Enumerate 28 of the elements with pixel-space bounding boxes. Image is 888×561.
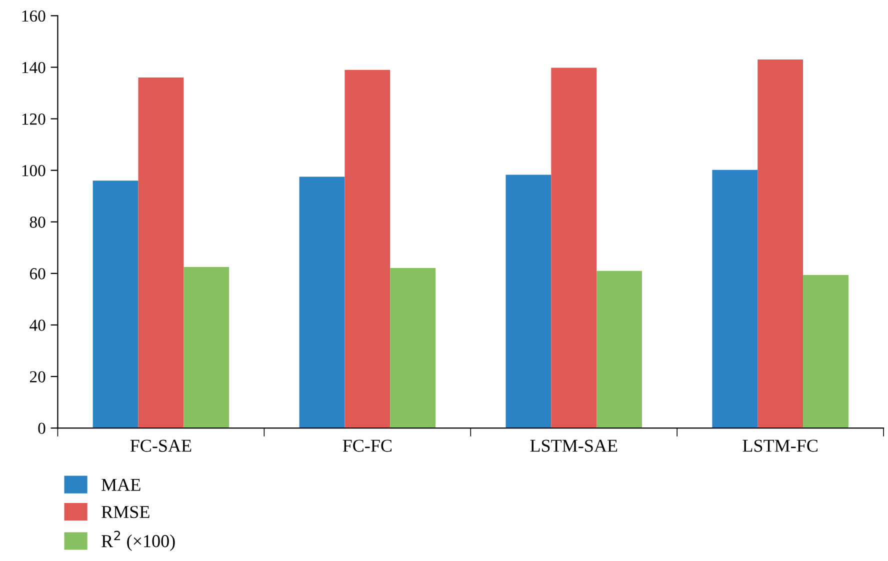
x-tick-label: LSTM-FC <box>742 440 818 452</box>
y-tick-label: 140 <box>22 62 46 74</box>
bar <box>92 180 138 428</box>
bar <box>506 174 552 428</box>
y-tick-label: 80 <box>30 216 46 228</box>
bar <box>299 176 345 428</box>
y-tick-label: 20 <box>30 371 46 382</box>
y-tick-label: 100 <box>22 165 46 176</box>
y-tick-label: 60 <box>30 268 46 280</box>
x-tick-label: LSTM-SAE <box>530 440 618 452</box>
bar <box>344 70 390 428</box>
bar <box>138 78 184 428</box>
legend-label: RMSE <box>102 506 150 518</box>
x-tick-label: FC-FC <box>342 440 392 452</box>
bar <box>712 170 758 428</box>
x-tick-label: FC-SAE <box>130 440 192 452</box>
y-tick-label: 0 <box>38 422 46 434</box>
legend-label: MAE <box>102 478 140 491</box>
y-tick-label: 40 <box>30 320 46 331</box>
bar <box>596 270 642 428</box>
bar <box>184 266 230 428</box>
bar <box>803 274 848 428</box>
y-tick-label: 120 <box>22 113 46 125</box>
legend-label: R$^{2}$ (×100) <box>102 530 175 551</box>
y-tick-label: 160 <box>22 10 46 22</box>
bar <box>551 68 597 428</box>
bar <box>758 60 804 428</box>
bar <box>390 268 436 428</box>
